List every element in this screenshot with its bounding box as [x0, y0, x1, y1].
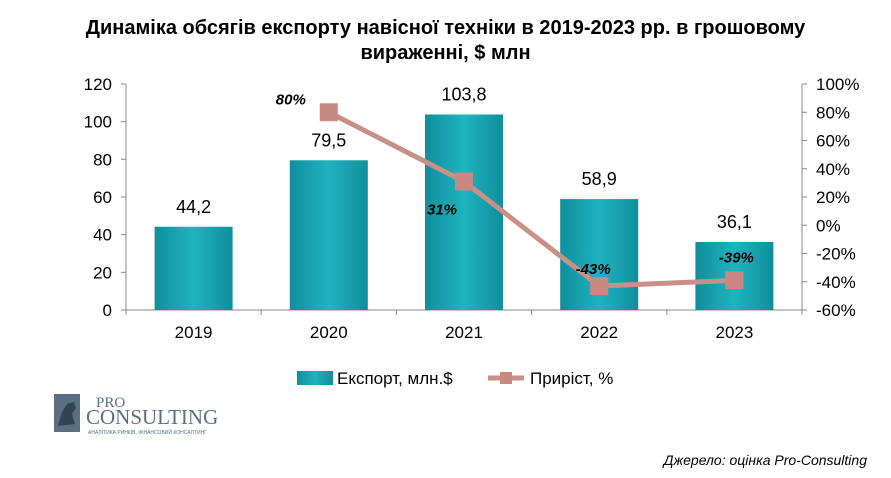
y-tick-left-label: 80: [93, 150, 112, 169]
growth-line-path: [327, 110, 735, 289]
logo-text-top: PRO: [96, 395, 125, 411]
growth-value-label: 31%: [427, 201, 457, 218]
y-tick-left-label: 0: [103, 301, 112, 320]
y-tick-right-label: 60%: [816, 132, 850, 151]
x-tick-label: 2021: [445, 323, 483, 342]
bar: [289, 160, 368, 310]
pro-consulting-logo: PRO CONSULTING АНАЛІТИКА РИНКІВ, ФІНАНСО…: [54, 394, 234, 436]
y-tick-right-label: -60%: [816, 301, 856, 320]
growth-value-label: 80%: [276, 91, 306, 108]
bar: [425, 114, 503, 310]
y-tick-right-label: 40%: [816, 160, 850, 179]
bar-value-label: 103,8: [441, 85, 486, 105]
growth-point: [455, 172, 473, 191]
y-tick-left-label: 20: [93, 263, 112, 282]
chart-title-line1: Динаміка обсягів експорту навісної техні…: [85, 17, 806, 39]
growth-point: [590, 276, 609, 295]
y-tick-left-label: 60: [93, 188, 112, 207]
y-tick-right-label: 0%: [816, 216, 841, 235]
chart-title: Динаміка обсягів експорту навісної техні…: [0, 16, 891, 66]
bar-value-label: 79,5: [311, 130, 346, 150]
bar: [154, 226, 233, 310]
y-tick-left-label: 100: [84, 113, 112, 132]
growth-point: [725, 271, 744, 290]
x-tick-label: 2022: [580, 323, 618, 342]
legend: Експорт, млн.$ Приріст, %: [297, 369, 613, 388]
source-note: Джерело: оцінка Pro-Consulting: [663, 452, 867, 468]
growth-value-label: -43%: [576, 261, 611, 278]
legend-bar-label: Експорт, млн.$: [337, 369, 453, 388]
logo-tagline: АНАЛІТИКА РИНКІВ, ФІНАНСОВИЙ КОНСАЛТИНГ: [88, 428, 207, 436]
growth-value-label: -39%: [719, 249, 754, 266]
y-tick-right-label: 20%: [816, 188, 850, 207]
chart-title-line2: вираженні, $ млн: [360, 42, 531, 64]
axes: 0 20 40 60 80 100 120 -60% -40% -20% 0% 20% 40% 60% 80…: [84, 75, 860, 342]
y-tick-right-label: -20%: [816, 245, 856, 264]
y-tick-right-label: 80%: [816, 103, 850, 122]
y-tick-right-label: 100%: [816, 75, 859, 94]
logo-text-main: CONSULTING: [86, 405, 218, 429]
y-tick-right-label: -40%: [816, 273, 856, 292]
growth-line: 80% 31% -43% -39%: [276, 91, 754, 295]
growth-point: [319, 103, 338, 122]
bars: 44,2 79,5 103,8 58,9 36,1: [154, 85, 774, 310]
bar-value-label: 36,1: [717, 212, 752, 232]
bar-value-label: 58,9: [582, 169, 617, 189]
y-tick-left-label: 120: [84, 75, 112, 94]
bar-value-label: 44,2: [176, 197, 211, 217]
legend-line-label: Приріст, %: [530, 369, 613, 388]
x-tick-label: 2020: [310, 323, 348, 342]
x-tick-label: 2019: [175, 323, 213, 342]
x-tick-label: 2023: [715, 323, 753, 342]
legend-bar-swatch: [297, 371, 333, 385]
y-tick-left-label: 40: [93, 226, 112, 245]
legend-line-marker: [500, 372, 512, 384]
